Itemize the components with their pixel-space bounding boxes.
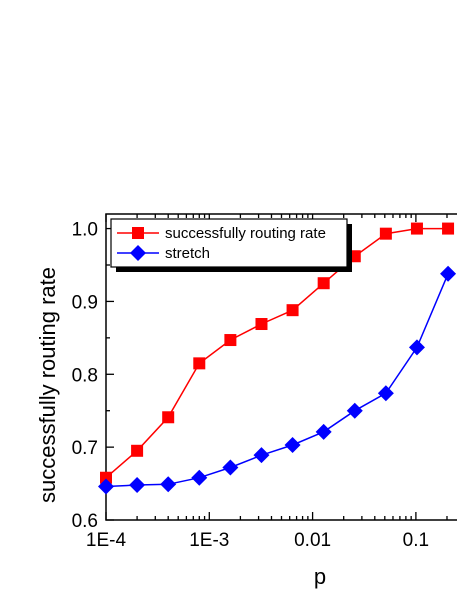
data-point-diamond <box>253 447 270 464</box>
series-layer <box>98 222 457 495</box>
plot-border <box>105 213 457 521</box>
data-point-diamond <box>284 436 301 453</box>
data-point-diamond <box>129 477 146 494</box>
x-axis-title: p <box>314 564 326 589</box>
data-point-square <box>442 222 455 235</box>
legend: successfully routing rate stretch <box>110 218 352 272</box>
data-point-square <box>410 222 423 235</box>
data-point-square <box>317 277 330 290</box>
data-point-square <box>131 444 144 457</box>
x-axis: 1E-4 1E-3 0.01 0.1 <box>86 214 448 551</box>
data-point-diamond <box>440 265 457 282</box>
data-point-square <box>379 227 392 240</box>
y-tick-label: 0.8 <box>72 365 98 386</box>
y-tick-label: 0.6 <box>72 511 98 532</box>
legend-label: successfully routing rate <box>165 225 326 242</box>
y-tick-label: 0.9 <box>72 292 98 313</box>
data-point-diamond <box>346 402 363 419</box>
plot-frame <box>105 213 457 521</box>
x-tick-label: 0.1 <box>403 530 429 551</box>
data-point-diamond <box>160 476 177 493</box>
data-point-square <box>193 357 206 370</box>
data-point-square <box>255 318 268 331</box>
data-point-diamond <box>191 469 208 486</box>
y-axis-title: successfully routing rate <box>35 267 60 503</box>
x-tick-label: 0.01 <box>294 530 331 551</box>
y-tick-label: 0.7 <box>72 438 98 459</box>
x-tick-label: 1E-4 <box>86 530 127 551</box>
data-point-square <box>162 411 175 424</box>
data-point-square <box>286 304 299 317</box>
x-tick-label: 1E-3 <box>189 530 229 551</box>
legend-label: stretch <box>165 245 210 262</box>
data-point-diamond <box>98 478 114 495</box>
series-routing-rate <box>100 222 455 484</box>
legend-marker-square <box>132 227 144 239</box>
data-point-square <box>224 334 237 347</box>
data-point-diamond <box>408 339 425 356</box>
legend-marker-diamond <box>130 245 146 261</box>
legend-box <box>110 218 348 268</box>
data-point-diamond <box>315 423 332 440</box>
data-point-square <box>100 471 112 484</box>
series-stretch <box>98 265 457 495</box>
data-point-diamond <box>222 459 239 476</box>
data-point-diamond <box>377 385 394 402</box>
series-line <box>105 273 449 488</box>
y-tick-label: 1.0 <box>72 220 98 241</box>
